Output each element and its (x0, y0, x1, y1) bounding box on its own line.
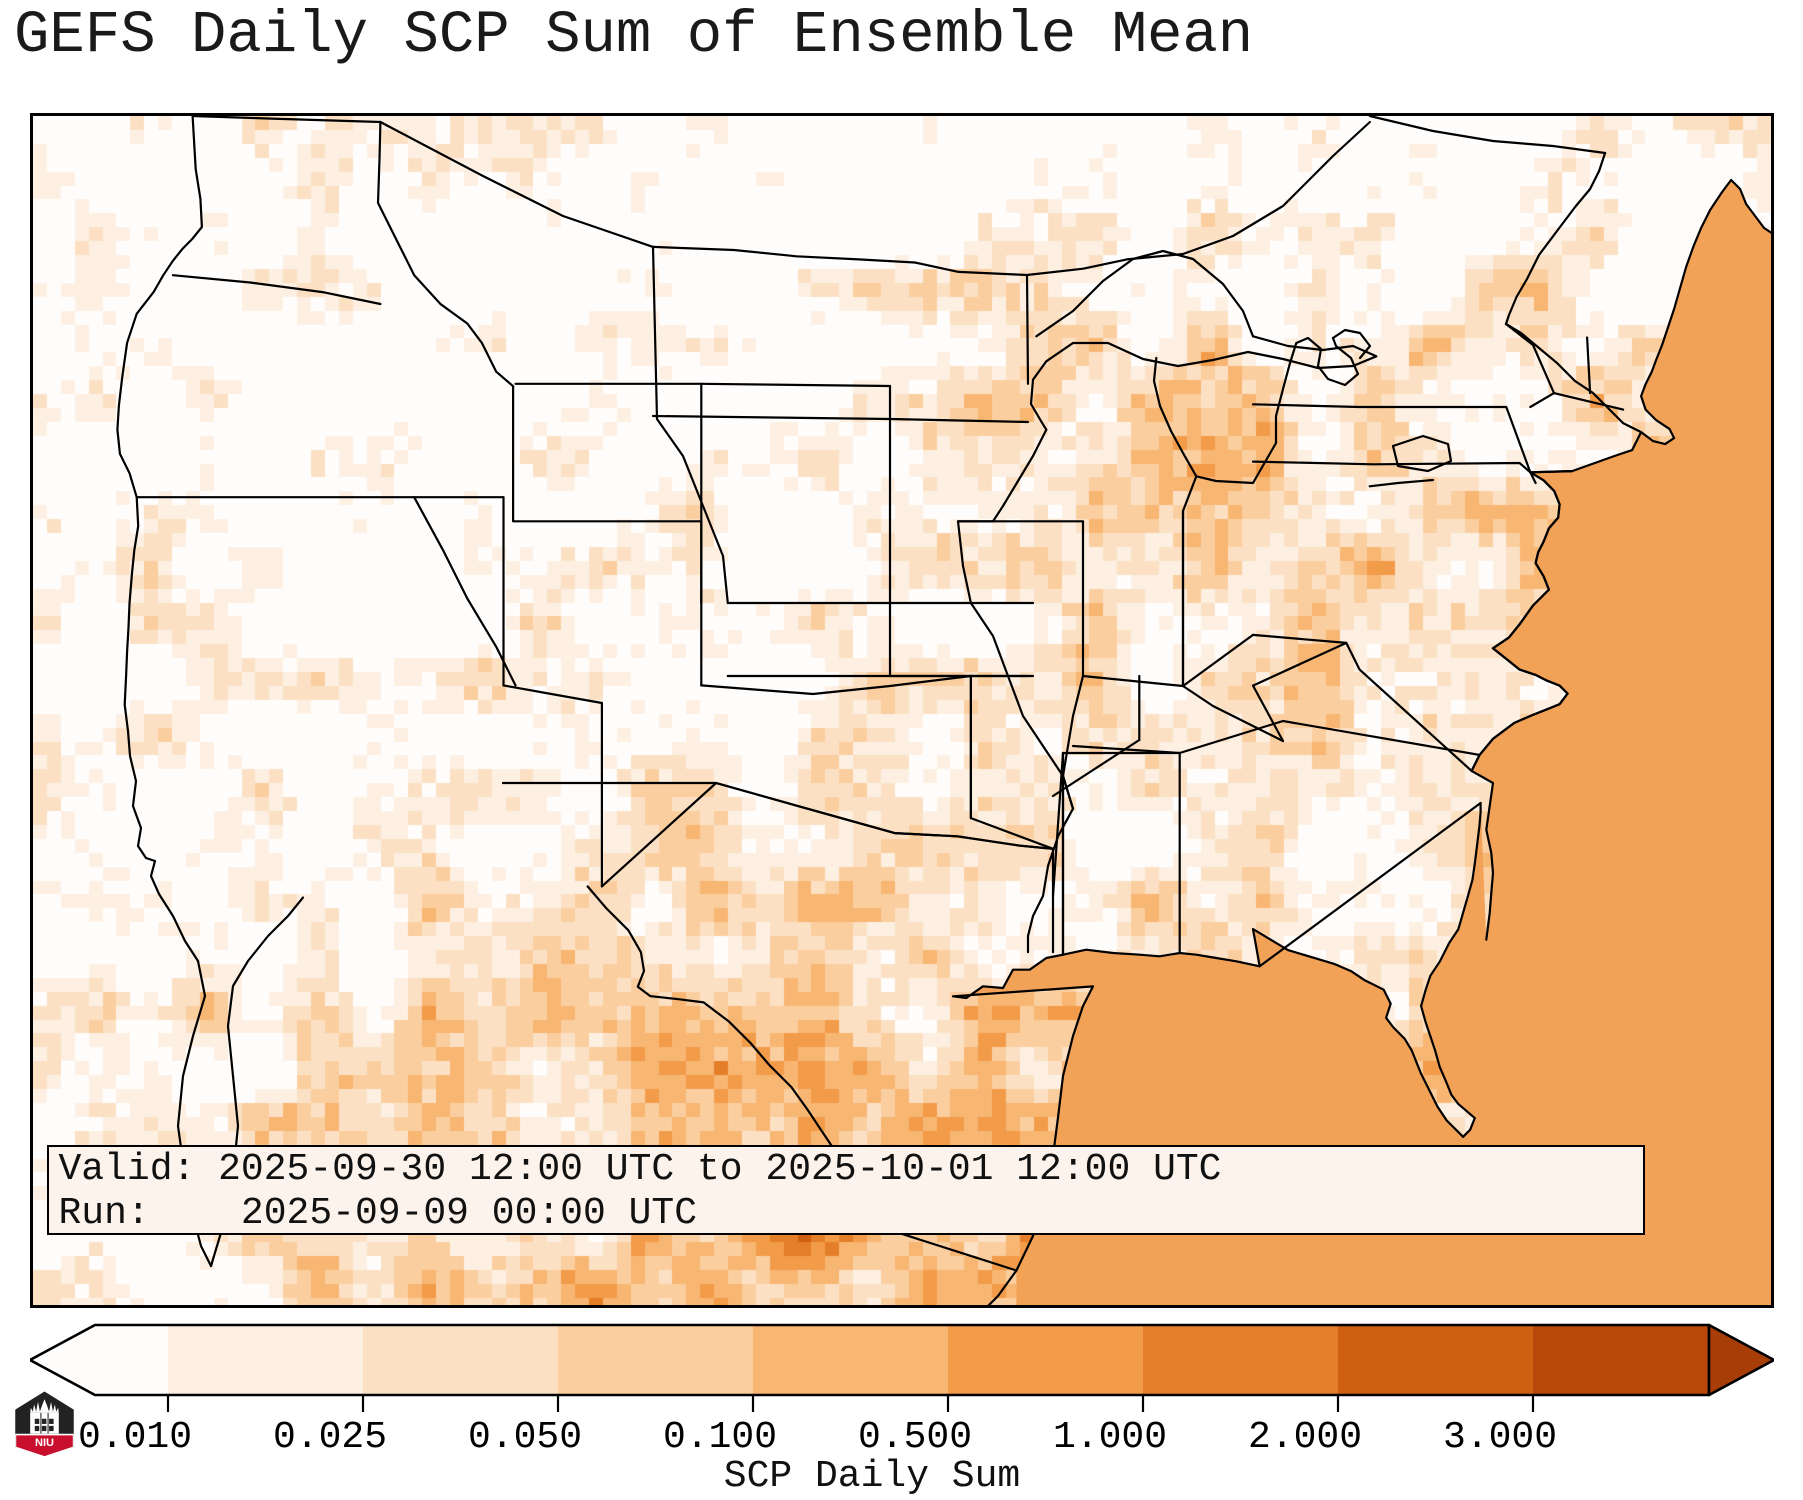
svg-text:NIU: NIU (35, 1437, 54, 1449)
